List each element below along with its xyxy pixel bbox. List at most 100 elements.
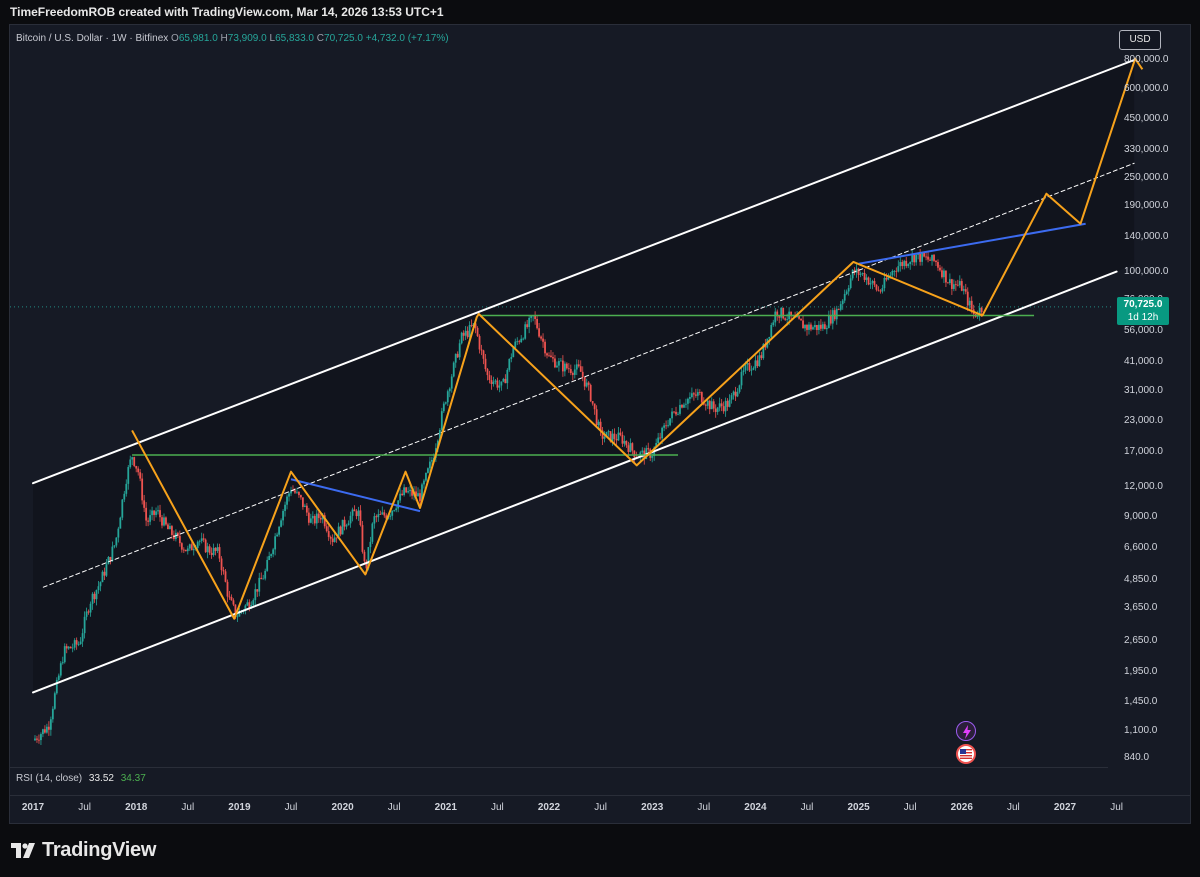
- candle-body: [603, 436, 606, 439]
- candle-body: [184, 549, 187, 552]
- candle-body: [569, 369, 572, 374]
- candle-body: [87, 611, 90, 613]
- candle-body: [675, 411, 677, 415]
- candle-body: [147, 520, 150, 522]
- candle-body: [831, 310, 834, 324]
- candle-body: [690, 393, 693, 398]
- currency-button[interactable]: USD: [1119, 30, 1161, 50]
- candle-body: [508, 358, 511, 370]
- candle-body: [943, 270, 945, 278]
- candle-body: [845, 291, 848, 294]
- candle-body: [379, 514, 382, 516]
- candle-body: [171, 526, 173, 535]
- candle-body: [343, 519, 346, 527]
- candle-body: [563, 363, 566, 372]
- candle-body: [492, 381, 495, 384]
- candle-body: [716, 407, 719, 412]
- candle-body: [665, 425, 667, 427]
- symbol-legend[interactable]: Bitcoin / U.S. Dollar · 1W · Bitfinex O6…: [16, 33, 449, 44]
- candle-body: [296, 491, 298, 493]
- candle-body: [75, 640, 78, 645]
- candle-body: [514, 341, 517, 348]
- candle-body: [264, 570, 267, 579]
- candle-body: [611, 433, 614, 442]
- price-tick-label: 6,600.0: [1124, 542, 1158, 554]
- candle-body: [450, 376, 453, 389]
- candle-body: [756, 360, 759, 367]
- time-axis-divider: [10, 795, 1190, 796]
- candle-body: [367, 547, 370, 569]
- candle-body: [196, 541, 199, 549]
- high-value: 73,909.0: [227, 33, 267, 44]
- candle-body: [581, 371, 584, 378]
- candle-body: [506, 369, 509, 384]
- candle-body: [464, 330, 467, 336]
- candle-body: [333, 537, 336, 543]
- candle-body: [38, 739, 40, 741]
- candle-body: [444, 402, 447, 404]
- price-tick-label: 9,000.0: [1124, 510, 1158, 522]
- low-key: L: [269, 33, 276, 44]
- price-tick-label: 840.0: [1124, 752, 1150, 763]
- candle-body: [964, 289, 967, 292]
- candle-body: [947, 282, 949, 284]
- candle-body: [556, 365, 558, 368]
- candle-body: [329, 536, 332, 539]
- price-tick-label: 330,000.0: [1124, 144, 1169, 156]
- candle-body: [728, 399, 731, 407]
- candle-body: [288, 493, 290, 497]
- candle-body: [885, 277, 888, 280]
- rsi-legend[interactable]: RSI (14, close) 33.52 34.37: [16, 773, 146, 784]
- candle-body: [780, 307, 783, 318]
- candle-body: [855, 268, 858, 273]
- time-tick-label: 2020: [331, 802, 354, 813]
- candle-body: [915, 254, 918, 263]
- candle-body: [552, 357, 554, 359]
- candle-body: [496, 380, 499, 388]
- candle-body: [956, 284, 959, 286]
- candle-body: [784, 318, 787, 320]
- candle-body: [180, 543, 183, 550]
- candle-body: [875, 284, 878, 290]
- time-tick-label: 2017: [21, 802, 45, 813]
- candle-body: [216, 547, 219, 551]
- candle-body: [879, 290, 882, 292]
- candle-body: [839, 304, 842, 310]
- candle-body: [327, 531, 330, 537]
- candle-body: [835, 308, 838, 320]
- candle-body: [409, 489, 411, 492]
- time-tick-label: Jul: [594, 802, 607, 813]
- candle-body: [905, 260, 908, 267]
- us-flag-icon[interactable]: [956, 744, 976, 764]
- candle-body: [901, 262, 904, 267]
- candle-body: [907, 264, 910, 267]
- candle-body: [284, 504, 286, 511]
- candle-body: [482, 350, 485, 359]
- candle-body: [212, 547, 215, 556]
- candle-body: [115, 537, 118, 546]
- candle-body: [617, 432, 620, 441]
- candle-body: [897, 266, 900, 272]
- time-tick-label: Jul: [697, 802, 711, 813]
- candle-body: [442, 403, 445, 412]
- candle-body: [446, 391, 449, 403]
- candle-body: [149, 515, 151, 522]
- candle-body: [319, 517, 322, 520]
- candle-body: [369, 541, 372, 548]
- time-tick-label: 2019: [228, 802, 251, 813]
- candle-body: [742, 370, 745, 372]
- candle-body: [952, 284, 955, 289]
- candle-body: [619, 432, 622, 435]
- candle-body: [841, 300, 844, 305]
- candle-body: [159, 510, 161, 518]
- candle-body: [734, 391, 737, 397]
- candle-body: [454, 353, 457, 363]
- candle-body: [615, 438, 618, 441]
- time-tick-label: Jul: [903, 802, 917, 813]
- channel-line-mid: [42, 162, 1135, 588]
- lightning-icon[interactable]: [956, 721, 976, 741]
- candle-body: [681, 404, 683, 408]
- candle-body: [740, 371, 743, 386]
- candle-body: [290, 490, 292, 494]
